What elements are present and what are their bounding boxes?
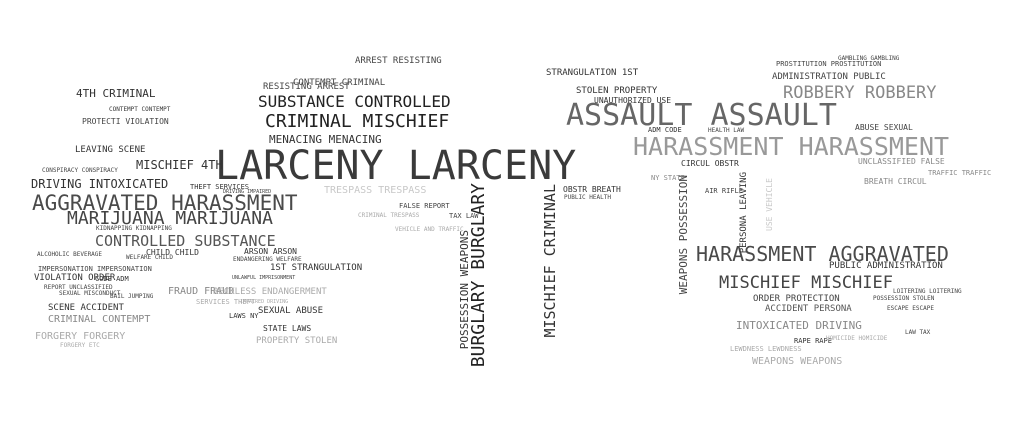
word-contempt-contempt: CONTEMPT CONTEMPT: [109, 106, 171, 113]
word-child-child: CHILD CHILD: [146, 248, 199, 257]
word-sexual-misconduct: SEXUAL MISCONDUCT: [59, 290, 121, 297]
word-public-administration: PUBLIC ADMINISTRATION: [829, 261, 943, 271]
word-resisting-arrest: RESISTING ARREST: [263, 82, 350, 92]
word-arson-arson: ARSON ARSON: [244, 247, 297, 256]
word-public-health: PUBLIC HEALTH: [564, 194, 611, 201]
word-code-adm: CODE ADM: [95, 275, 129, 283]
word-criminal-contempt: CRIMINAL CONTEMPT: [48, 314, 151, 325]
word-strangulation-1st: STRANGULATION 1ST: [546, 68, 639, 78]
word-use-vehicle: USE VEHICLE: [765, 178, 774, 231]
word-protecti-violation: PROTECTI VIOLATION: [82, 117, 169, 126]
word-marijuana: MARIJUANA MARIJUANA: [67, 208, 273, 229]
word-criminal-trespass: CRIMINAL TRESPASS: [358, 212, 420, 219]
word-theft-services: THEFT SERVICES: [190, 183, 250, 191]
word-order-protection: ORDER PROTECTION: [753, 294, 840, 304]
word-persona-leaving: PERSONA LEAVING: [739, 172, 749, 254]
word-forgery-etc: FORGERY ETC: [60, 342, 100, 349]
word-arrest-resisting: ARREST RESISTING: [355, 56, 442, 66]
word-ny-state: NY STATE: [651, 174, 685, 182]
word-services-theft: SERVICES THEFT: [196, 298, 256, 306]
word-mischief-criminal: MISCHIEF CRIMINAL: [541, 184, 559, 338]
word-vehicle-and-traffic: VEHICLE AND TRAFFIC: [395, 226, 464, 233]
word-aggravated-harassment: AGGRAVATED HARASSMENT: [32, 191, 298, 215]
word-driving-intoxicated: DRIVING INTOXICATED: [31, 177, 169, 191]
word-unauthorized-use: UNAUTHORIZED USE: [594, 96, 672, 105]
word-reckless-endangerment: RECKLESS ENDANGERMENT: [213, 287, 327, 297]
word-stolen-property: STOLEN PROPERTY: [576, 86, 658, 96]
word-homicide: HOMICIDE HOMICIDE: [826, 335, 888, 342]
word-air-rifle: AIR RIFLE: [705, 187, 743, 195]
word-health-law: HEALTH LAW: [708, 127, 745, 134]
word-driving-impaired: DRIVING IMPAIRED: [223, 189, 272, 195]
word-forgery: FORGERY FORGERY: [35, 331, 126, 342]
word-tax-law: TAX LAW: [449, 212, 479, 220]
word-criminal-mischief: CRIMINAL MISCHIEF: [265, 111, 450, 132]
word-escape: ESCAPE ESCAPE: [887, 305, 934, 312]
word-scene-accident: SCENE ACCIDENT: [48, 303, 124, 313]
word-kidnapping: KIDNAPPING KIDNAPPING: [96, 225, 172, 232]
word-substance-controlled: SUBSTANCE CONTROLLED: [258, 92, 451, 111]
word-endangering-welfare: ENDANGERING WELFARE: [233, 256, 302, 263]
word-false-report: FALSE REPORT: [399, 202, 450, 210]
word-breath-circul: BREATH CIRCUL: [864, 177, 927, 186]
word-loitering: LOITERING LOITERING: [893, 288, 962, 295]
word-impaired-driving: IMPAIRED DRIVING: [240, 299, 289, 305]
word-traffic-traffic: TRAFFIC TRAFFIC: [928, 169, 992, 177]
word-trespass: TRESPASS TRESPASS: [324, 185, 427, 196]
word-possession-weapons: POSSESSION WEAPONS: [458, 230, 471, 350]
word-law-tax: LAW TAX: [905, 329, 931, 336]
word-welfare-child: WELFARE CHILD: [126, 254, 173, 261]
word-mischief-mischief: MISCHIEF MISCHIEF: [719, 273, 893, 293]
word-alcoholic-beverage: ALCOHOLIC BEVERAGE: [37, 251, 103, 258]
word-bail-jumping: BAIL JUMPING: [110, 293, 154, 300]
word-laws-ny: LAWS NY: [229, 312, 259, 320]
word-administration-public: ADMINISTRATION PUBLIC: [772, 72, 886, 82]
word-possession-stolen: POSSESSION STOLEN: [873, 295, 935, 302]
word-fraud: FRAUD FRAUD: [168, 286, 235, 297]
word-mischief-4th: MISCHIEF 4TH: [136, 158, 223, 172]
word-weapons-weapons: WEAPONS WEAPONS: [752, 356, 843, 367]
word-accident-persona: ACCIDENT PERSONA: [765, 304, 852, 314]
word-1st-strangulation: 1ST STRANGULATION: [270, 263, 363, 273]
word-state-laws: STATE LAWS: [263, 324, 312, 333]
word-intoxicated-driving: INTOXICATED DRIVING: [736, 319, 862, 332]
word-violation-order: VIOLATION ORDER: [34, 273, 116, 283]
word-4th-criminal: 4TH CRIMINAL: [76, 87, 156, 100]
word-sexual-abuse: SEXUAL ABUSE: [258, 306, 324, 316]
word-obstr-breath: OBSTR BREATH: [563, 185, 621, 194]
word-adm-code: ADM CODE: [648, 126, 682, 134]
word-controlled-substance: CONTROLLED SUBSTANCE: [95, 232, 276, 250]
word-assault: ASSAULT ASSAULT: [566, 98, 837, 133]
word-rape-rape: RAPE RAPE: [794, 337, 832, 345]
word-harassment-aggravated: HARASSMENT AGGRAVATED: [696, 242, 949, 266]
word-circul-obstr: CIRCUL OBSTR: [681, 159, 739, 168]
word-abuse-sexual: ABUSE SEXUAL: [855, 123, 913, 132]
word-menacing: MENACING MENACING: [269, 133, 382, 146]
word-conspiracy: CONSPIRACY CONSPIRACY: [42, 167, 118, 174]
word-property-stolen: PROPERTY STOLEN: [256, 336, 338, 346]
word-impersonation: IMPERSONATION IMPERSONATION: [38, 265, 152, 273]
word-unclassified-false: UNCLASSIFIED FALSE: [858, 157, 945, 166]
word-gambling: GAMBLING GAMBLING: [838, 55, 900, 62]
word-lewdness: LEWDNESS LEWDNESS: [730, 345, 802, 353]
word-prostitution: PROSTITUTION PROSTITUTION: [776, 60, 882, 68]
word-report-unclassified: REPORT UNCLASSIFIED: [44, 284, 113, 291]
word-weapons-possession: WEAPONS POSSESSION: [677, 175, 690, 295]
word-harassment-top: HARASSMENT HARASSMENT: [633, 132, 950, 161]
word-unlawful-imprisonment: UNLAWFUL IMPRISONMENT: [232, 275, 296, 281]
word-leaving-scene: LEAVING SCENE: [75, 145, 146, 155]
word-robbery: ROBBERY ROBBERY: [783, 83, 937, 103]
word-larceny: LARCENY LARCENY: [215, 143, 577, 189]
word-contempt-criminal: CONTEMPT CRIMINAL: [293, 78, 386, 88]
word-burglary: BURGLARY BURGLARY: [468, 183, 489, 368]
